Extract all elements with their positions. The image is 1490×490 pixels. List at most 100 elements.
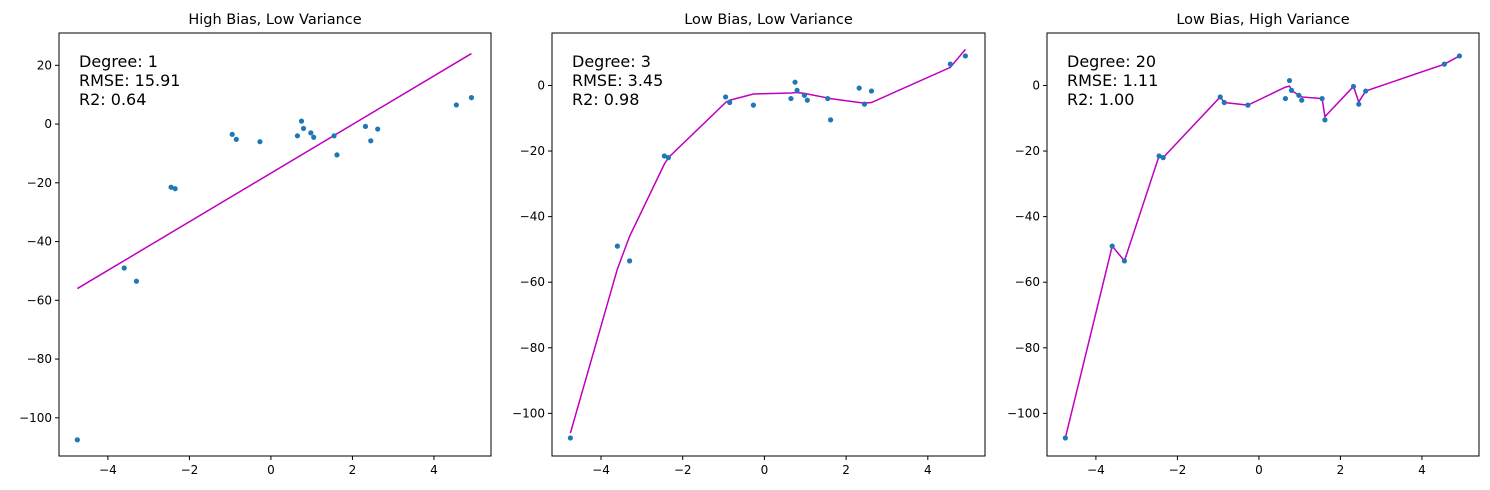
y-tick-label: −100	[1007, 406, 1040, 420]
data-point	[298, 118, 305, 124]
data-point	[1221, 99, 1227, 106]
data-point	[168, 184, 174, 190]
y-tick-label: −60	[27, 293, 52, 307]
data-point	[1245, 102, 1251, 108]
data-point	[1156, 153, 1162, 159]
annotation-line: R2: 0.64	[79, 90, 146, 109]
data-point	[567, 435, 573, 441]
panel-title: Low Bias, High Variance	[1176, 12, 1349, 28]
data-point	[375, 126, 381, 132]
data-point	[368, 138, 374, 144]
data-point	[827, 117, 834, 123]
data-point	[1441, 61, 1447, 67]
annotation-line: R2: 0.98	[572, 90, 639, 109]
data-point	[962, 53, 968, 59]
y-tick-label: −60	[520, 275, 545, 289]
data-point	[868, 88, 875, 94]
data-point	[362, 123, 369, 130]
data-point	[1217, 94, 1223, 100]
x-tick-label: 0	[267, 463, 275, 477]
data-point	[74, 437, 80, 443]
data-point	[300, 125, 307, 132]
annotation-line: RMSE: 3.45	[572, 71, 663, 90]
annotation-line: Degree: 20	[1067, 52, 1156, 71]
data-point	[1121, 258, 1128, 264]
x-tick-label: −2	[674, 463, 692, 477]
data-point	[1356, 101, 1362, 107]
x-tick-label: −4	[1087, 463, 1105, 477]
data-point	[788, 95, 794, 102]
data-point	[453, 102, 459, 108]
panel-1: High Bias, Low Variance −4 −2 0 2 4 −100 −80 −60…	[19, 12, 492, 477]
data-point	[334, 152, 340, 158]
data-point	[947, 61, 953, 67]
data-point	[792, 79, 798, 85]
data-point	[1350, 83, 1357, 90]
y-tick-label: 0	[1032, 78, 1040, 92]
y-tick-label: −20	[1015, 144, 1040, 158]
data-point	[750, 102, 756, 108]
y-tick-label: −20	[520, 144, 545, 158]
y-tick-label: −80	[27, 352, 52, 366]
x-tick-label: 4	[1418, 463, 1426, 477]
data-point	[229, 131, 235, 137]
x-tick-label: −2	[1169, 463, 1187, 477]
data-point	[331, 133, 337, 139]
annotation-line: Degree: 3	[572, 52, 651, 71]
data-point	[1062, 435, 1068, 441]
data-point	[825, 95, 831, 102]
fit-line	[76, 52, 472, 290]
panel-3: Low Bias, High Variance−4 −2 0 2 4−100−80−60…	[1007, 12, 1480, 477]
data-point	[856, 85, 862, 91]
annotation-line: RMSE: 1.11	[1067, 71, 1158, 90]
y-tick-label: 0	[44, 117, 52, 131]
annotation-line: RMSE: 15.91	[79, 71, 180, 90]
data-point	[1322, 117, 1328, 123]
x-tick-label: −4	[99, 463, 117, 477]
data-point	[861, 101, 868, 107]
y-tick-label: 20	[37, 58, 52, 72]
data-point	[1319, 95, 1325, 102]
data-point	[294, 133, 301, 139]
fit-line	[1064, 55, 1460, 439]
data-point	[133, 278, 140, 284]
data-point	[723, 94, 729, 100]
x-tick-label: 4	[430, 463, 438, 477]
panel-title: High Bias, Low Variance	[188, 12, 361, 28]
data-point	[661, 153, 667, 159]
panel-2: Low Bias, Low Variance−4 −2 0 2 4−100−80−60−…	[512, 12, 986, 477]
data-point	[614, 243, 620, 249]
annotation-line: Degree: 1	[79, 52, 158, 71]
x-tick-label: −4	[592, 463, 610, 477]
plot-frame	[58, 32, 492, 457]
y-tick-label: −100	[19, 411, 52, 425]
data-point	[1363, 88, 1369, 94]
data-point	[727, 99, 733, 106]
panel-title: Low Bias, Low Variance	[684, 12, 853, 28]
data-point	[665, 155, 672, 161]
y-tick-label: −100	[512, 406, 545, 420]
data-point	[121, 265, 127, 271]
data-point	[804, 97, 810, 103]
y-tick-label: −40	[520, 210, 545, 224]
data-point	[1288, 87, 1295, 93]
data-point	[1282, 95, 1289, 102]
data-point	[468, 95, 475, 101]
y-tick-label: −20	[27, 176, 52, 190]
x-tick-label: 2	[349, 463, 357, 477]
data-point	[233, 136, 239, 142]
y-tick-label: −40	[27, 235, 52, 249]
data-point	[627, 258, 633, 264]
data-point	[311, 134, 317, 140]
y-tick-label: 0	[537, 78, 545, 92]
x-tick-label: 0	[1255, 463, 1263, 477]
annotation-line: R2: 1.00	[1067, 90, 1134, 109]
data-point	[1299, 97, 1305, 103]
data-point	[1296, 92, 1302, 98]
plot-frame	[1046, 32, 1480, 457]
y-tick-label: −60	[1015, 275, 1040, 289]
x-tick-label: 4	[924, 463, 932, 477]
data-point	[172, 186, 178, 192]
y-tick-label: −80	[520, 341, 545, 355]
